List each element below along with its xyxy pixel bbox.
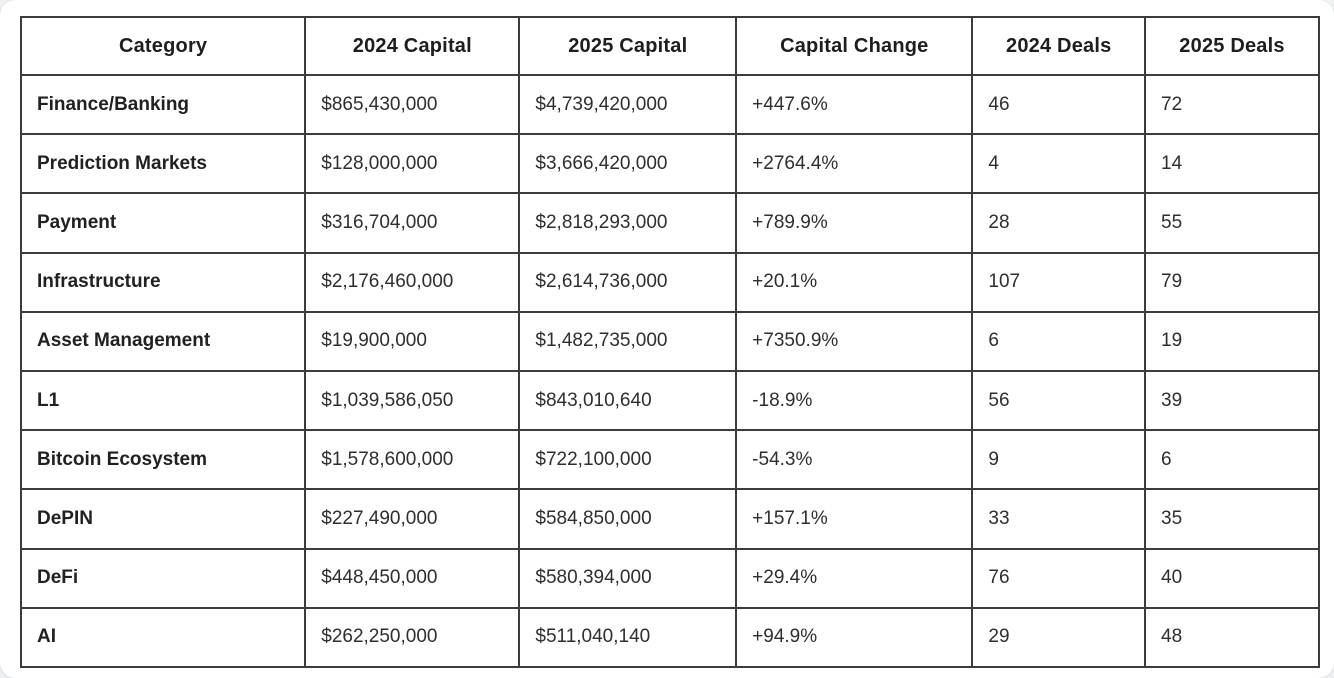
table-row: Asset Management $19,900,000 $1,482,735,00…: [19, 310, 1320, 372]
value-cell: $1,482,735,000: [518, 310, 738, 372]
column-header: 2025 Deals: [1144, 16, 1320, 76]
category-cell: AI: [19, 606, 307, 669]
value-cell: $843,010,640: [518, 369, 738, 432]
value-cell: +94.9%: [735, 606, 974, 669]
category-cell: Bitcoin Ecosystem: [19, 429, 307, 491]
table-body: Finance/Banking $865,430,000 $4,739,420,00…: [19, 73, 1320, 669]
value-cell: $227,490,000: [304, 488, 521, 550]
value-cell: $580,394,000: [518, 547, 738, 609]
value-cell: +157.1%: [735, 488, 974, 550]
header-row: Category 2024 Capital 2025 Capital Capital …: [19, 16, 1320, 76]
table-row: DePIN $227,490,000 $584,850,000 +157.1% 33 35: [19, 488, 1320, 550]
value-cell: -18.9%: [735, 369, 974, 432]
category-cell: Prediction Markets: [19, 133, 307, 195]
category-cell: Asset Management: [19, 310, 307, 372]
value-cell: 79: [1144, 251, 1320, 313]
value-cell: 19: [1144, 310, 1320, 372]
column-header: Capital Change: [735, 16, 974, 76]
value-cell: $1,039,586,050: [304, 369, 521, 432]
value-cell: +7350.9%: [735, 310, 974, 372]
column-header: 2024 Capital: [304, 16, 521, 76]
category-cell: Payment: [19, 192, 307, 254]
category-cell: L1: [19, 369, 307, 432]
value-cell: +29.4%: [735, 547, 974, 609]
value-cell: $2,614,736,000: [518, 251, 738, 313]
value-cell: -54.3%: [735, 429, 974, 491]
value-cell: $584,850,000: [518, 488, 738, 550]
value-cell: $1,578,600,000: [304, 429, 521, 491]
column-header: Category: [19, 16, 307, 76]
column-header: 2025 Capital: [518, 16, 738, 76]
value-cell: 46: [971, 73, 1147, 136]
value-cell: $722,100,000: [518, 429, 738, 491]
value-cell: +447.6%: [735, 73, 974, 136]
value-cell: 55: [1144, 192, 1320, 254]
value-cell: $2,176,460,000: [304, 251, 521, 313]
value-cell: 28: [971, 192, 1147, 254]
value-cell: 6: [1144, 429, 1320, 491]
category-cell: Infrastructure: [19, 251, 307, 313]
table-row: DeFi $448,450,000 $580,394,000 +29.4% 76 40: [19, 547, 1320, 609]
value-cell: 14: [1144, 133, 1320, 195]
value-cell: 6: [971, 310, 1147, 372]
value-cell: $3,666,420,000: [518, 133, 738, 195]
value-cell: $2,818,293,000: [518, 192, 738, 254]
category-cell: DeFi: [19, 547, 307, 609]
capital-by-category-table: Category 2024 Capital 2025 Capital Capital …: [19, 16, 1320, 669]
table-row: Finance/Banking $865,430,000 $4,739,420,00…: [19, 73, 1320, 136]
value-cell: $4,739,420,000: [518, 73, 738, 136]
value-cell: $128,000,000: [304, 133, 521, 195]
table-row: Bitcoin Ecosystem $1,578,600,000 $722,100,…: [19, 429, 1320, 491]
value-cell: 72: [1144, 73, 1320, 136]
value-cell: $316,704,000: [304, 192, 521, 254]
value-cell: 56: [971, 369, 1147, 432]
value-cell: $19,900,000: [304, 310, 521, 372]
value-cell: $262,250,000: [304, 606, 521, 669]
value-cell: +20.1%: [735, 251, 974, 313]
table-row: Payment $316,704,000 $2,818,293,000 +789.9%…: [19, 192, 1320, 254]
value-cell: $448,450,000: [304, 547, 521, 609]
value-cell: 29: [971, 606, 1147, 669]
value-cell: 33: [971, 488, 1147, 550]
category-cell: DePIN: [19, 488, 307, 550]
value-cell: 40: [1144, 547, 1320, 609]
value-cell: 107: [971, 251, 1147, 313]
table-row: Infrastructure $2,176,460,000 $2,614,736,0…: [19, 251, 1320, 313]
value-cell: $865,430,000: [304, 73, 521, 136]
value-cell: 4: [971, 133, 1147, 195]
value-cell: +789.9%: [735, 192, 974, 254]
value-cell: 76: [971, 547, 1147, 609]
value-cell: 9: [971, 429, 1147, 491]
value-cell: +2764.4%: [735, 133, 974, 195]
table-row: AI $262,250,000 $511,040,140 +94.9% 29 48: [19, 606, 1320, 669]
value-cell: 48: [1144, 606, 1320, 669]
value-cell: $511,040,140: [518, 606, 738, 669]
value-cell: 35: [1144, 488, 1320, 550]
value-cell: 39: [1144, 369, 1320, 432]
column-header: 2024 Deals: [971, 16, 1147, 76]
table-row: Prediction Markets $128,000,000 $3,666,420…: [19, 133, 1320, 195]
table-row: L1 $1,039,586,050 $843,010,640 -18.9% 56 39: [19, 369, 1320, 432]
category-cell: Finance/Banking: [19, 73, 307, 136]
